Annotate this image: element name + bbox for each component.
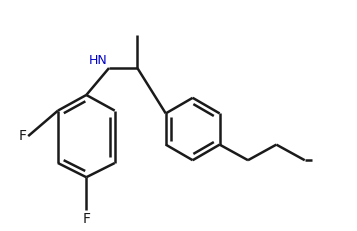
Text: F: F <box>82 212 90 226</box>
Text: HN: HN <box>89 54 107 67</box>
Text: F: F <box>19 129 27 143</box>
